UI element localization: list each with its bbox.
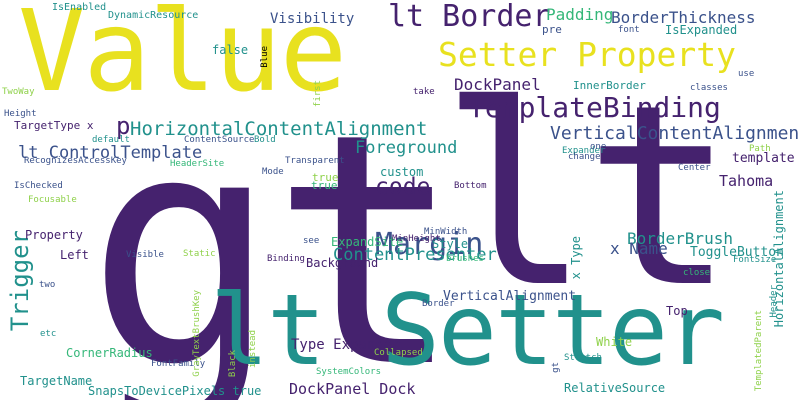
word-gt-small: gt [552, 362, 561, 373]
word-isexpanded: IsExpanded [665, 24, 737, 36]
word-content-source: ContentSource [184, 136, 254, 145]
word-systemcolors: SystemColors [316, 368, 381, 377]
word-blue: Blue [261, 46, 270, 68]
word-black: Black [229, 350, 238, 377]
word-tahoma: Tahoma [719, 174, 773, 189]
word-x-type: x Type [570, 236, 582, 279]
word-fontsize: FontSize [733, 256, 776, 265]
word-twoway: TwoWay [2, 88, 35, 97]
word-recognizes: RecognizesAccessKey [24, 157, 127, 166]
word-path: Path [749, 145, 771, 154]
word-font: font [618, 26, 640, 35]
word-graytext: GrayTextBrushKey [193, 290, 202, 377]
word-visible: Visible [126, 251, 164, 260]
word-default: default [92, 136, 130, 145]
word-corner-radius: CornerRadius [66, 347, 153, 359]
word-x-name: x Name [610, 241, 668, 257]
word-border-small: Border [422, 300, 455, 309]
word-etc: etc [40, 330, 56, 339]
word-dockpanel: DockPanel [454, 77, 541, 93]
word-brushes: brushes [446, 255, 484, 264]
word-relative-source: RelativeSource [564, 382, 665, 394]
word-targettype: TargetType x [14, 120, 93, 131]
word-setter-property: Setter Property [438, 38, 736, 71]
word-dynamic-resource: DynamicResource [108, 11, 198, 21]
word-header-site: HeaderSite [170, 160, 224, 169]
word-property: Property [25, 229, 83, 241]
word-trigger: Trigger [8, 230, 32, 331]
word-classes: classes [690, 84, 728, 93]
word-dockpanel-dock: DockPanel Dock [289, 382, 415, 397]
word-close: close [683, 269, 710, 278]
word-lt-border: lt Border [388, 2, 551, 32]
word-background: Background [306, 257, 378, 269]
word-use: use [738, 70, 754, 79]
word-bottom: Bottom [454, 182, 487, 191]
word-isenabled: IsEnabled [52, 3, 106, 13]
word-change: change [568, 153, 601, 162]
word-transparent: Transparent [285, 157, 345, 166]
word-static: Static [183, 250, 216, 259]
word-padding: Padding [546, 7, 613, 23]
word-templatedparent: TemplatedParent [755, 310, 764, 391]
word-bold: Bold [254, 136, 276, 145]
word-vca: VerticalContentAlignment [550, 125, 800, 143]
word-custom: custom [380, 166, 423, 178]
word-first: first [314, 80, 323, 107]
word-collapsed: Collapsed [374, 349, 423, 358]
word-stretch: Stretch [564, 354, 602, 363]
word-verticalalignment: VerticalAlignment [443, 290, 576, 303]
word-template-binding: TemplateBinding [468, 94, 721, 122]
word-true-2: true [311, 180, 338, 191]
word-foreground: Foreground [355, 140, 457, 157]
word-visibility: Visibility [270, 12, 354, 26]
word-code: code [375, 176, 430, 199]
word-header: Header [770, 285, 779, 318]
word-innerborder: InnerBorder [573, 80, 646, 91]
word-ischecked: IsChecked [14, 182, 63, 191]
word-false: false [212, 44, 248, 56]
word-minheight: MinHeight [392, 235, 441, 244]
word-targetname: TargetName [20, 375, 92, 387]
word-instead: instead [249, 330, 258, 368]
word-binding: Binding [267, 255, 305, 264]
word-white: White [596, 336, 632, 348]
word-one: one [590, 143, 606, 152]
word-height: Height [4, 110, 37, 119]
word-center: Center [678, 164, 711, 173]
word-focusable: Focusable [28, 196, 77, 205]
word-two: two [39, 281, 55, 290]
word-left: Left [60, 249, 89, 261]
word-pre: pre [542, 24, 562, 35]
word-hca: HorizontalContentAlignment [130, 120, 427, 139]
word-top: Top [666, 305, 688, 317]
word-snaps: SnapsToDevicePixels true [88, 385, 261, 397]
word-see: see [303, 237, 319, 246]
word-take: take [413, 88, 435, 97]
word-mode: Mode [262, 168, 284, 177]
